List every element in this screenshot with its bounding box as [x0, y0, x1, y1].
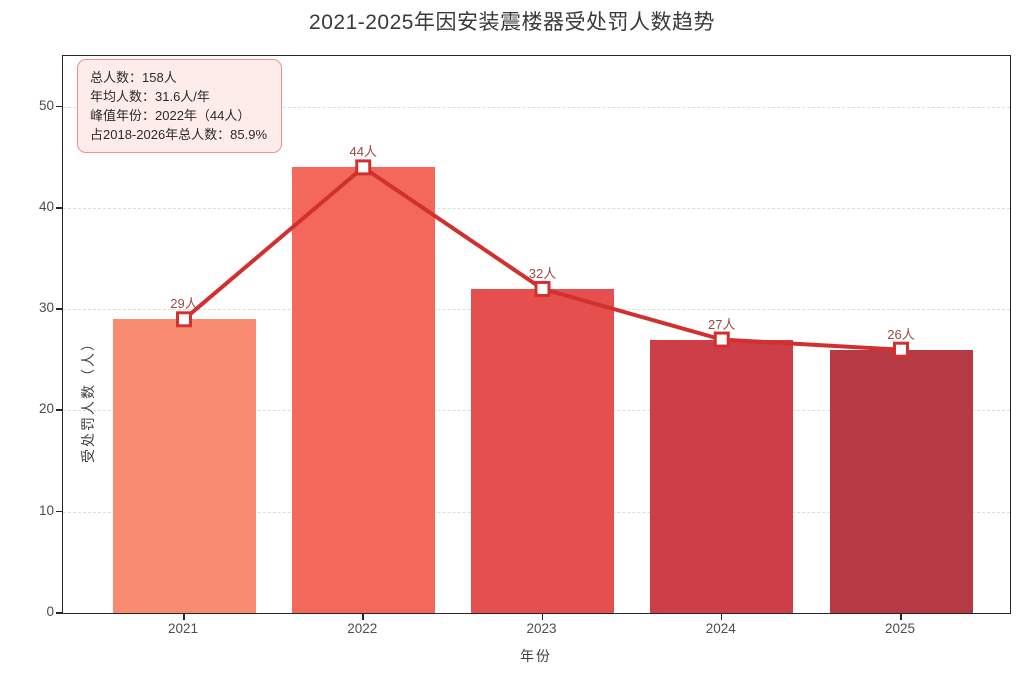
info-line-peak: 峰值年份：2022年（44人）	[90, 108, 251, 123]
info-line-share: 占2018-2026年总人数：85.9%	[90, 127, 268, 142]
marker-2021	[176, 311, 192, 328]
marker-2022	[355, 159, 372, 176]
gridline-y-50	[63, 106, 1010, 108]
y-tick-mark-20	[56, 409, 62, 412]
x-tick-mark-2024	[720, 613, 723, 620]
x-tick-mark-2021	[183, 613, 185, 620]
bar-2023	[471, 288, 614, 613]
y-tick-label-0: 0	[46, 604, 54, 619]
x-tick-mark-2022	[362, 613, 364, 620]
marker-2023	[534, 280, 551, 297]
y-tick-mark-40	[56, 206, 62, 209]
x-tick-label-2021: 2021	[167, 621, 199, 636]
x-axis-label: 年份	[520, 648, 552, 664]
y-tick-label-10: 10	[38, 502, 54, 518]
y-tick-label-30: 30	[38, 300, 54, 316]
x-tick-mark-2023	[541, 613, 544, 620]
y-tick-label-40: 40	[38, 198, 54, 214]
value-label-2024: 27人	[708, 316, 736, 332]
value-label-2025: 26人	[887, 326, 915, 342]
y-tick-mark-50	[56, 105, 62, 108]
x-tick-label-2025: 2025	[884, 621, 916, 636]
y-tick-mark-10	[56, 510, 62, 513]
marker-2025	[893, 341, 909, 358]
gridline-y-40	[63, 207, 1010, 209]
bar-2024	[650, 339, 794, 613]
value-label-2023: 32人	[528, 265, 557, 281]
chart-title: 2021-2025年因安装震楼器受处罚人数趋势	[309, 11, 715, 34]
bar-2022	[291, 167, 435, 613]
x-tick-mark-2025	[900, 613, 902, 620]
trend-line	[182, 164, 902, 352]
plot-area: 29人 44人 32人 27人 26人 总人数：158人 年均人数：31.6人/年 峰值…	[62, 55, 1011, 614]
y-tick-label-50: 50	[38, 97, 54, 113]
bar-2021	[112, 319, 256, 613]
y-tick-mark-0	[56, 612, 62, 614]
trend-line-layer	[176, 159, 909, 358]
y-tick-label-20: 20	[38, 401, 54, 417]
marker-2024	[713, 331, 730, 348]
info-line-average: 年均人数：31.6人/年	[90, 89, 210, 104]
value-label-2022: 44人	[349, 144, 377, 160]
bar-2025	[829, 349, 973, 613]
x-tick-label-2023: 2023	[526, 621, 557, 636]
info-line-total: 总人数：158人	[90, 70, 177, 85]
y-tick-mark-30	[56, 308, 62, 310]
value-label-2021: 29人	[170, 296, 198, 312]
summary-info-box: 总人数：158人 年均人数：31.6人/年 峰值年份：2022年（44人） 占2…	[77, 59, 283, 153]
x-tick-label-2024: 2024	[705, 621, 736, 636]
x-tick-label-2022: 2022	[347, 621, 378, 636]
